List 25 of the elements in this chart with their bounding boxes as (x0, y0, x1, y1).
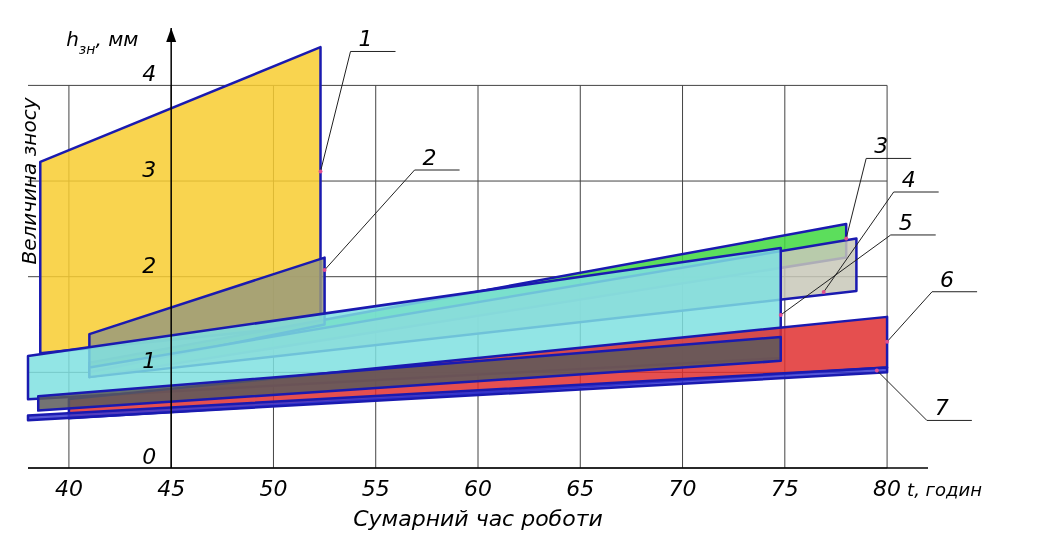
x-tick-label: 65 (566, 476, 595, 501)
y-tick-label: 3 (142, 157, 157, 183)
y-tick-label: 4 (142, 61, 157, 87)
y-axis-title: Величина зносу (17, 96, 41, 265)
annotation: h$_{зн}$, мм (66, 27, 139, 57)
x-tick-label: 45 (157, 476, 186, 501)
annotation: 6 (940, 266, 955, 292)
y-tick-label: 2 (142, 252, 157, 278)
x-tick-label: 55 (361, 476, 390, 501)
text: t, годин (907, 479, 983, 500)
x-tick-label: 75 (770, 476, 799, 501)
x-tick-label: 70 (668, 476, 697, 501)
x-tick-label: 40 (54, 476, 83, 501)
y-tick-label: 0 (142, 444, 157, 469)
annotation: 7 (934, 395, 949, 421)
annotation: 1 (358, 26, 373, 52)
annotation: 4 (901, 167, 916, 192)
annotation: 3 (874, 133, 889, 159)
x-tick-label: 50 (259, 476, 288, 501)
x-tick-label: 80 (873, 476, 902, 501)
x-tick-label: 60 (464, 476, 492, 501)
y-tick-label: 1 (142, 348, 157, 374)
annotation: 2 (422, 145, 437, 170)
annotation: 5 (898, 209, 913, 235)
x-axis-title: Сумарний час роботи (353, 506, 603, 531)
